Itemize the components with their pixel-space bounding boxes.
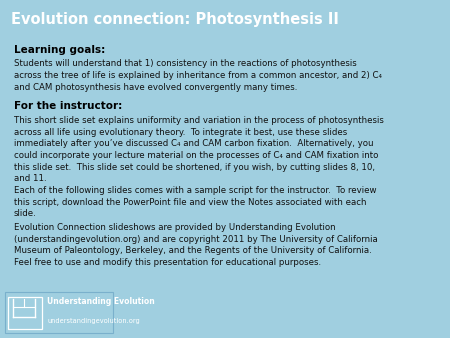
Text: Students will understand that 1) consistency in the reactions of photosynthesis
: Students will understand that 1) consist…: [14, 59, 382, 92]
Text: Learning goals:: Learning goals:: [14, 45, 105, 55]
Text: Evolution Connection slideshows are provided by Understanding Evolution
(underst: Evolution Connection slideshows are prov…: [14, 223, 377, 267]
Text: Evolution connection: Photosynthesis II: Evolution connection: Photosynthesis II: [11, 13, 339, 27]
Text: understandingevolution.org: understandingevolution.org: [47, 318, 140, 324]
Text: Understanding Evolution: Understanding Evolution: [47, 297, 155, 307]
Text: For the instructor:: For the instructor:: [14, 101, 122, 112]
Text: Each of the following slides comes with a sample script for the instructor.  To : Each of the following slides comes with …: [14, 186, 376, 218]
Text: This short slide set explains uniformity and variation in the process of photosy: This short slide set explains uniformity…: [14, 116, 383, 183]
